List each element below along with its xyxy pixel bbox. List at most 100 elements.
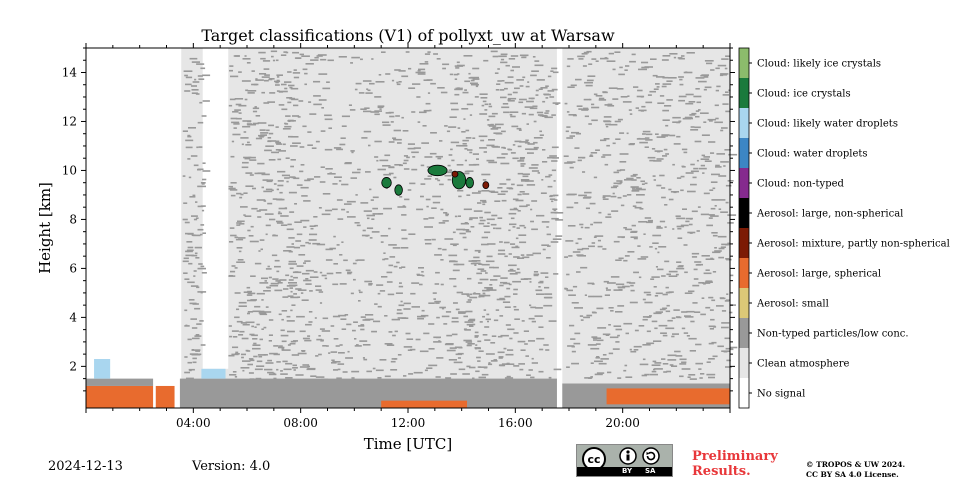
speckle-mark (319, 181, 326, 183)
speckle-mark (512, 280, 521, 283)
speckle-mark (283, 51, 288, 53)
legend-swatch (739, 348, 749, 378)
speckle-mark (467, 149, 473, 151)
speckle-mark (449, 260, 456, 262)
speckle-mark (265, 268, 272, 270)
speckle-mark (369, 82, 375, 85)
speckle-mark (547, 75, 552, 78)
speckle-mark (646, 133, 653, 136)
speckle-mark (514, 318, 520, 320)
speckle-mark (593, 176, 598, 179)
speckle-mark (687, 190, 696, 193)
speckle-mark (478, 222, 485, 225)
speckle-mark (292, 115, 300, 117)
speckle-mark (686, 335, 690, 337)
speckle-mark (526, 374, 531, 376)
speckle-mark (477, 360, 481, 362)
speckle-mark (507, 97, 517, 100)
speckle-mark (452, 231, 456, 234)
speckle-mark (384, 258, 389, 260)
speckle-mark (255, 377, 262, 380)
speckle-mark (337, 368, 341, 371)
speckle-mark (315, 376, 325, 378)
speckle-mark (194, 307, 201, 310)
speckle-mark (353, 278, 356, 281)
speckle-mark (673, 143, 681, 145)
speckle-mark (438, 222, 446, 224)
speckle-mark (566, 137, 573, 139)
legend-swatch (739, 48, 749, 78)
speckle-mark (247, 363, 253, 366)
speckle-mark (607, 371, 612, 374)
speckle-mark (453, 73, 459, 76)
speckle-mark (396, 309, 402, 311)
speckle-mark (467, 299, 472, 301)
speckle-mark (667, 319, 673, 322)
speckle-mark (269, 284, 279, 287)
speckle-mark (622, 285, 630, 288)
speckle-mark (253, 83, 258, 86)
speckle-mark (282, 143, 286, 146)
speckle-mark (613, 289, 623, 291)
speckle-mark (471, 260, 481, 262)
speckle-mark (688, 374, 696, 376)
speckle-mark (295, 374, 304, 376)
speckle-mark (668, 270, 678, 273)
speckle-mark (684, 292, 693, 294)
speckle-mark (729, 274, 734, 277)
speckle-mark (676, 267, 685, 270)
speckle-mark (539, 114, 547, 117)
speckle-mark (345, 269, 351, 272)
speckle-mark (190, 155, 198, 157)
speckle-mark (305, 283, 312, 285)
speckle-mark (325, 168, 333, 170)
speckle-mark (484, 287, 493, 289)
speckle-mark (584, 81, 593, 84)
speckle-mark (373, 320, 381, 323)
speckle-mark (280, 329, 285, 332)
speckle-mark (496, 156, 506, 159)
speckle-mark (304, 83, 307, 86)
speckle-mark (443, 323, 448, 325)
speckle-mark (542, 149, 546, 151)
speckle-mark (345, 162, 352, 164)
speckle-mark (598, 99, 607, 101)
speckle-mark (325, 259, 333, 261)
speckle-mark (652, 234, 662, 237)
speckle-mark (186, 249, 194, 252)
speckle-mark (536, 111, 544, 114)
speckle-mark (605, 125, 609, 128)
speckle-mark (202, 162, 206, 164)
speckle-mark (708, 342, 714, 345)
speckle-mark (488, 363, 493, 366)
speckle-mark (360, 108, 367, 110)
speckle-mark (502, 301, 511, 303)
speckle-mark (475, 370, 480, 373)
speckle-mark (421, 309, 425, 312)
speckle-mark (710, 69, 715, 71)
speckle-mark (530, 220, 534, 223)
speckle-mark (596, 307, 604, 310)
speckle-mark (421, 71, 426, 74)
speckle-mark (657, 251, 660, 254)
speckle-mark (547, 185, 553, 188)
speckle-mark (290, 296, 299, 299)
speckle-mark (456, 291, 463, 294)
speckle-mark (229, 189, 238, 191)
speckle-mark (471, 83, 479, 86)
speckle-mark (505, 324, 511, 326)
speckle-mark (531, 357, 534, 360)
speckle-mark (459, 232, 466, 235)
speckle-mark (247, 229, 251, 232)
speckle-mark (659, 174, 665, 177)
speckle-mark (293, 177, 300, 180)
speckle-mark (200, 224, 205, 226)
speckle-mark (683, 332, 689, 334)
speckle-mark (240, 206, 248, 208)
speckle-mark (542, 100, 546, 103)
speckle-mark (617, 334, 620, 337)
speckle-mark (543, 344, 549, 346)
speckle-mark (709, 120, 713, 122)
speckle-mark (718, 175, 727, 177)
speckle-mark (553, 273, 559, 275)
